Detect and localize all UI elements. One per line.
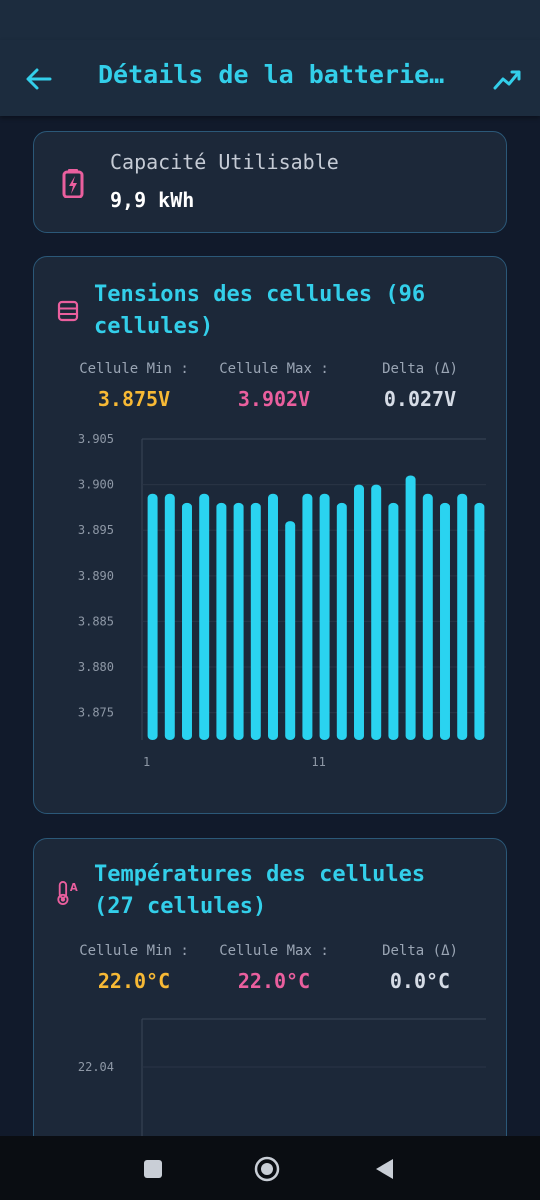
status-bar	[0, 0, 540, 40]
voltage-bar	[388, 502, 399, 740]
x-tick-label: 11	[311, 755, 325, 769]
y-tick-label: 22.04	[78, 1060, 114, 1074]
system-nav-bar	[0, 1136, 540, 1200]
svg-text:A: A	[70, 883, 78, 894]
thermometer-icon: A	[57, 881, 78, 905]
rows-icon	[57, 300, 79, 322]
capacity-label: Capacité Utilisable	[110, 150, 339, 174]
y-tick-label: 3.895	[78, 523, 114, 537]
temperature-max-value: 22.0°C	[237, 969, 311, 993]
temperature-delta-value: 0.0°C	[389, 969, 451, 993]
square-icon[interactable]	[140, 1156, 166, 1182]
voltage-bar	[354, 484, 364, 740]
voltage-min-value: 3.875V	[97, 387, 171, 411]
voltages-card: Tensions des cellules (96 cellules) Cell…	[33, 256, 507, 814]
temperatures-title: Températures des cellules (27 cellules)	[94, 862, 426, 919]
y-tick-label: 3.885	[78, 614, 114, 628]
y-tick-label: 3.880	[78, 660, 114, 674]
y-tick-label: 3.900	[78, 478, 114, 492]
voltage-bar	[285, 521, 296, 740]
voltage-bar	[336, 502, 347, 740]
y-tick-label: 3.905	[78, 432, 114, 446]
voltage-bar	[182, 502, 192, 740]
app-bar: Détails de la batterie…	[0, 40, 540, 116]
temperature-max-label: Cellule Max :	[219, 943, 329, 959]
content[interactable]: Capacité Utilisable 9,9 kWh Tensions des…	[0, 116, 540, 1136]
voltage-delta-value: 0.027V	[383, 387, 457, 411]
voltage-bar	[164, 493, 175, 740]
triangle-back-icon[interactable]	[372, 1156, 398, 1182]
temperature-min-value: 22.0°C	[97, 969, 171, 993]
voltage-bar	[371, 484, 382, 740]
voltage-delta-label: Delta (Δ)	[382, 361, 458, 377]
voltage-max-label: Cellule Max :	[219, 361, 329, 377]
y-tick-label: 3.875	[78, 706, 114, 720]
voltage-bar	[216, 502, 227, 740]
arrow-left-icon[interactable]	[24, 64, 54, 94]
circle-home-icon[interactable]	[254, 1156, 280, 1182]
temperatures-card: A Températures des cellules (27 cellules…	[33, 838, 507, 1136]
voltage-bar	[302, 493, 313, 740]
voltage-bar	[250, 502, 261, 740]
voltage-max-value: 3.902V	[237, 387, 311, 411]
voltage-bar	[199, 493, 210, 740]
voltage-bar	[474, 502, 485, 740]
battery-charging-icon	[62, 169, 84, 198]
voltage-bar	[147, 493, 158, 740]
voltage-bar	[319, 493, 330, 740]
x-tick-label: 1	[143, 755, 150, 769]
temperature-delta-label: Delta (Δ)	[382, 943, 458, 959]
temperature-chart[interactable]: 22.0422.02	[50, 1015, 492, 1136]
voltage-bar	[405, 475, 416, 740]
voltages-title: Tensions des cellules (96 cellules)	[94, 282, 426, 339]
voltage-bar	[268, 493, 278, 740]
capacity-value: 9,9 kWh	[110, 188, 195, 212]
temperature-min-label: Cellule Min :	[79, 943, 189, 959]
voltage-min-label: Cellule Min :	[79, 361, 189, 377]
voltage-bar	[422, 493, 433, 740]
voltage-bar	[440, 502, 450, 740]
trending-up-icon[interactable]	[492, 64, 522, 94]
page-title: Détails de la batterie…	[98, 60, 445, 89]
voltage-bar	[457, 493, 468, 740]
voltage-bar	[233, 502, 244, 740]
y-tick-label: 3.890	[78, 569, 114, 583]
capacity-card: Capacité Utilisable 9,9 kWh	[33, 131, 507, 233]
